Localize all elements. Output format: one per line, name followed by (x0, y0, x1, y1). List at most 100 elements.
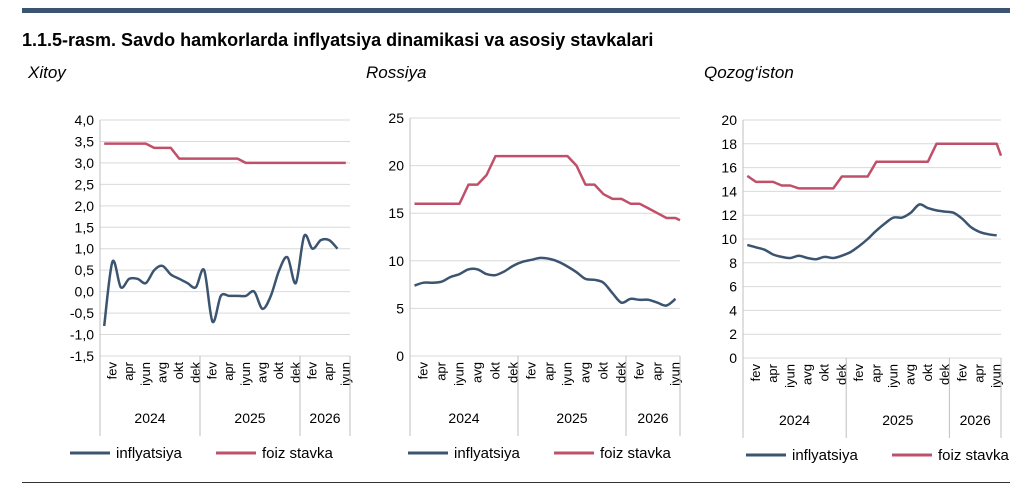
x-tick-label: fev (632, 362, 647, 380)
x-tick-label: avg (155, 362, 170, 383)
series-line-inflyatsiya (746, 203, 997, 261)
year-label: 2026 (960, 412, 991, 428)
legend-label: inflyatsiya (116, 445, 183, 462)
y-tick-label: 3,0 (75, 155, 95, 171)
y-tick-label: 2 (729, 326, 737, 342)
legend-label: foiz stavka (262, 445, 334, 462)
y-tick-label: 2,5 (75, 176, 95, 192)
panel-title: Qozog‘iston (704, 63, 794, 82)
x-tick-label: iyun (238, 362, 253, 386)
y-tick-label: 4 (729, 302, 737, 318)
top-rule (22, 8, 1010, 13)
year-label: 2024 (134, 410, 165, 426)
x-tick-label: iyun (886, 364, 901, 388)
x-tick-label: fev (748, 364, 763, 382)
y-tick-label: 20 (388, 158, 404, 174)
y-tick-label: 25 (388, 110, 404, 126)
y-tick-label: 6 (729, 279, 737, 295)
x-tick-label: fev (416, 362, 431, 380)
x-tick-label: dek (288, 362, 303, 383)
x-tick-label: fev (851, 364, 866, 382)
y-tick-label: 16 (721, 160, 737, 176)
x-tick-label: iyun (668, 362, 683, 386)
legend-label: foiz stavka (938, 447, 1010, 464)
y-tick-label: 0,5 (75, 262, 95, 278)
y-tick-label: -1,5 (70, 348, 94, 364)
y-tick-label: 4,0 (75, 112, 95, 128)
year-label: 2025 (234, 410, 265, 426)
y-tick-label: 1,5 (75, 219, 95, 235)
x-tick-label: iyun (560, 362, 575, 386)
year-label: 2025 (556, 410, 587, 426)
year-label: 2024 (779, 412, 810, 428)
x-tick-label: apr (434, 361, 449, 380)
x-tick-label: dek (937, 364, 952, 385)
x-tick-label: fev (954, 364, 969, 382)
x-tick-label: avg (800, 364, 815, 385)
y-tick-label: 15 (388, 205, 404, 221)
y-tick-label: 5 (396, 300, 404, 316)
chart-xitoy: Xitoy -1,5 -1,0 -0,5 0,0 0,5 1,0 1,5 2,0 2,5 3,0 3,… (27, 63, 353, 462)
x-tick-label: okt (817, 364, 832, 382)
series-line-inflyatsiya (102, 233, 339, 327)
bottom-rule (22, 482, 1010, 483)
x-tick-label: fev (105, 362, 120, 380)
x-tick-label: okt (171, 362, 186, 380)
x-tick-label: fev (305, 362, 320, 380)
panel-title: Rossiya (366, 63, 426, 82)
legend-label: inflyatsiya (792, 447, 859, 464)
x-tick-label: okt (596, 362, 611, 380)
y-tick-label: 0,0 (75, 284, 95, 300)
series-line-foiz-stavka (104, 142, 346, 165)
x-tick-label: dek (614, 362, 629, 383)
x-tick-label: iyun (782, 364, 797, 388)
x-tick-label: dek (834, 364, 849, 385)
x-tick-label: iyun (989, 364, 1004, 388)
x-tick-label: apr (972, 363, 987, 382)
y-tick-label: 3,5 (75, 133, 95, 149)
series-line-inflyatsiya (414, 256, 677, 307)
x-tick-label: apr (765, 363, 780, 382)
y-tick-label: 8 (729, 255, 737, 271)
legend-label: foiz stavka (600, 445, 672, 462)
x-tick-label: apr (650, 361, 665, 380)
x-tick-label: apr (121, 361, 136, 380)
x-tick-label: apr (321, 361, 336, 380)
x-tick-label: iyun (138, 362, 153, 386)
y-tick-label: 2,0 (75, 198, 95, 214)
y-tick-label: 14 (721, 183, 737, 199)
x-tick-label: apr (221, 361, 236, 380)
x-tick-label: fev (524, 362, 539, 380)
series-line-foiz-stavka (414, 154, 681, 222)
x-tick-label: avg (255, 362, 270, 383)
x-tick-label: iyun (452, 362, 467, 386)
y-tick-label: 1,0 (75, 241, 95, 257)
x-tick-label: avg (903, 364, 918, 385)
y-tick-label: 10 (721, 231, 737, 247)
y-tick-label: 0 (729, 350, 737, 366)
year-label: 2026 (309, 410, 340, 426)
y-tick-label: 10 (388, 253, 404, 269)
x-tick-label: okt (488, 362, 503, 380)
x-tick-label: avg (578, 362, 593, 383)
x-tick-label: iyun (338, 362, 353, 386)
year-label: 2025 (882, 412, 913, 428)
year-label: 2026 (637, 410, 668, 426)
y-tick-label: -0,5 (70, 305, 94, 321)
y-tick-label: 20 (721, 112, 737, 128)
x-tick-label: fev (205, 362, 220, 380)
legend-label: inflyatsiya (454, 445, 521, 462)
y-tick-label: 18 (721, 136, 737, 152)
x-tick-label: dek (188, 362, 203, 383)
x-tick-label: dek (506, 362, 521, 383)
x-tick-label: okt (271, 362, 286, 380)
y-tick-label: 12 (721, 207, 737, 223)
x-tick-label: apr (542, 361, 557, 380)
panel-title: Xitoy (27, 63, 67, 82)
series-line-foiz-stavka (746, 142, 1003, 190)
y-tick-label: 0 (396, 348, 404, 364)
x-tick-label: okt (920, 364, 935, 382)
year-label: 2024 (448, 410, 479, 426)
